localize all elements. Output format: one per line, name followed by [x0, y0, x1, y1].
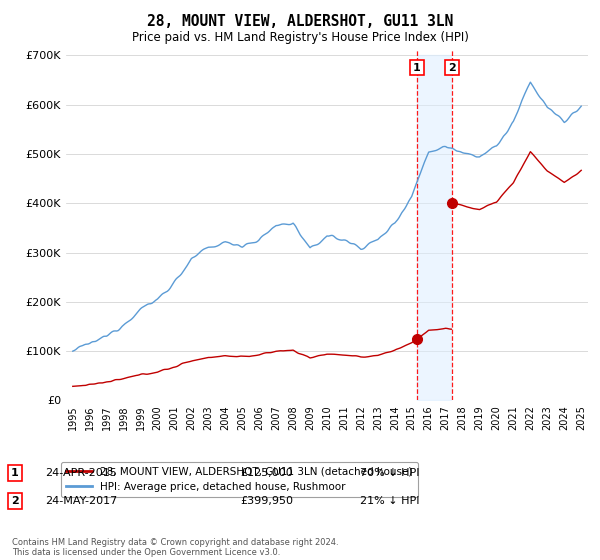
Text: 2: 2 — [448, 63, 456, 73]
Text: 28, MOUNT VIEW, ALDERSHOT, GU11 3LN: 28, MOUNT VIEW, ALDERSHOT, GU11 3LN — [147, 14, 453, 29]
Legend: 28, MOUNT VIEW, ALDERSHOT, GU11 3LN (detached house), HPI: Average price, detach: 28, MOUNT VIEW, ALDERSHOT, GU11 3LN (det… — [61, 461, 418, 497]
Text: 2: 2 — [11, 496, 19, 506]
Text: 21% ↓ HPI: 21% ↓ HPI — [360, 496, 419, 506]
Text: 1: 1 — [413, 63, 421, 73]
Text: 70% ↓ HPI: 70% ↓ HPI — [360, 468, 419, 478]
Text: 1: 1 — [11, 468, 19, 478]
Text: 24-MAY-2017: 24-MAY-2017 — [45, 496, 117, 506]
Text: Price paid vs. HM Land Registry's House Price Index (HPI): Price paid vs. HM Land Registry's House … — [131, 31, 469, 44]
Text: £399,950: £399,950 — [240, 496, 293, 506]
Text: 24-APR-2015: 24-APR-2015 — [45, 468, 117, 478]
Text: Contains HM Land Registry data © Crown copyright and database right 2024.
This d: Contains HM Land Registry data © Crown c… — [12, 538, 338, 557]
Text: £125,000: £125,000 — [240, 468, 293, 478]
